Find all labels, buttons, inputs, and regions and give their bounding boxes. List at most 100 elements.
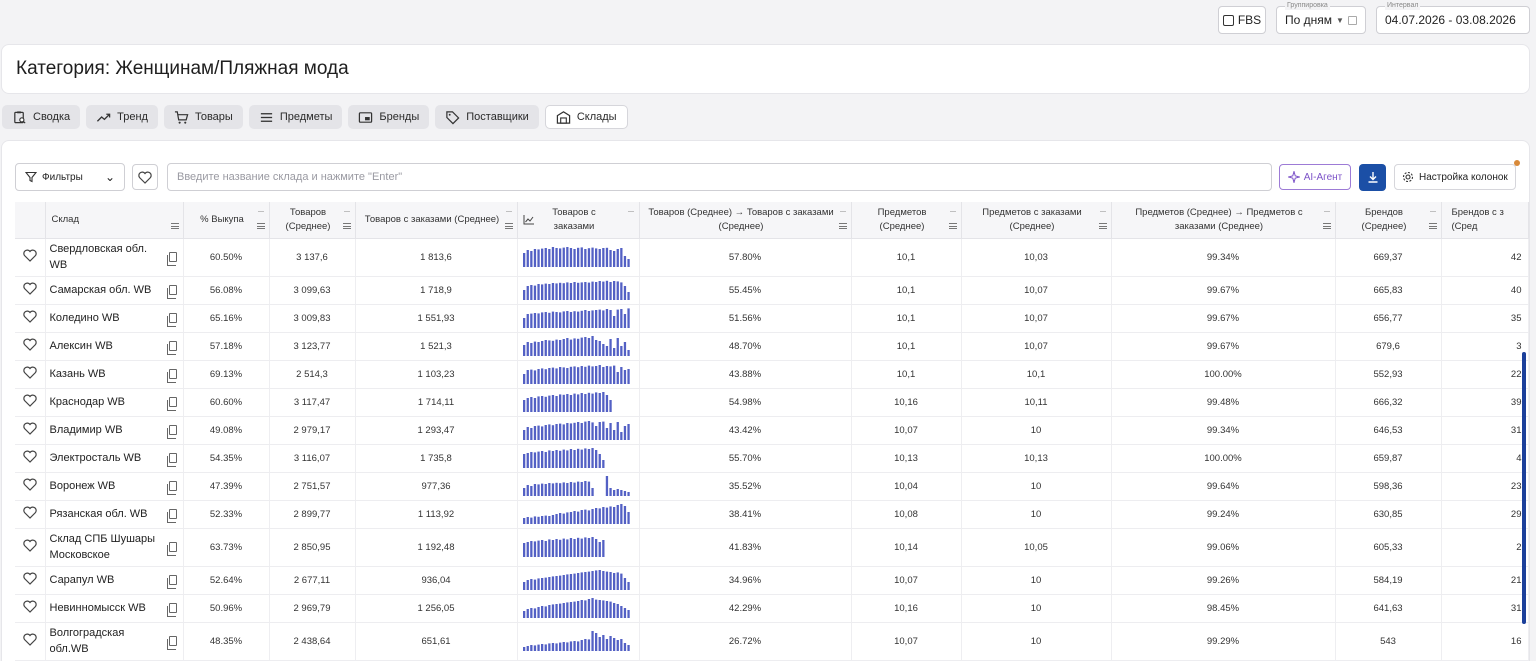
more-icon[interactable]: ··· [949,206,957,216]
favorite-cell[interactable] [15,622,46,661]
favorite-cell[interactable] [15,332,46,361]
more-icon[interactable]: ··· [1323,206,1331,216]
favorites-button[interactable] [132,164,158,190]
favorite-cell[interactable] [15,238,46,277]
tab-brands[interactable]: Бренды [348,105,430,129]
favorite-cell[interactable] [15,276,46,305]
table-row[interactable]: Свердловская обл. WB 60.50% 3 137,6 1 813,6… [15,238,1529,277]
warehouse-name-cell[interactable]: Краснодар WB [45,388,184,417]
copy-icon[interactable] [166,542,177,556]
warehouse-name-cell[interactable]: Самарская обл. WB [45,276,184,305]
warehouse-name-cell[interactable]: Склад СПБ Шушары Московское [45,528,184,567]
download-button[interactable] [1359,163,1386,191]
copy-icon[interactable] [166,481,177,495]
more-icon[interactable]: ··· [257,206,265,216]
favorite-cell[interactable] [15,566,46,595]
header-buyout[interactable]: % Выкупа ··· [183,202,270,239]
warehouse-name-cell[interactable]: Казань WB [45,360,184,389]
warehouse-name[interactable]: Самарская обл. WB [49,284,152,296]
tab-trend[interactable]: Тренд [86,105,158,129]
heart-icon[interactable] [23,310,37,323]
warehouse-name-cell[interactable]: Свердловская обл. WB [45,238,184,277]
favorite-cell[interactable] [15,388,46,417]
heart-icon[interactable] [23,394,37,407]
filters-button[interactable]: Фильтры ⌄ [15,163,125,191]
table-row[interactable]: Электросталь WB 54.35% 3 116,07 1 735,8 55.7… [15,444,1529,473]
more-icon[interactable]: ··· [839,206,847,216]
heart-icon[interactable] [23,338,37,351]
copy-icon[interactable] [166,313,177,327]
warehouse-name-cell[interactable]: Рязанская обл. WB [45,500,184,529]
copy-icon[interactable] [166,509,177,523]
table-row[interactable]: Склад СПБ Шушары Московское 63.73% 2 850,9… [15,528,1529,567]
warehouse-name[interactable]: Рязанская обл. WB [49,508,148,520]
heart-icon[interactable] [23,539,37,552]
column-menu-icon[interactable] [948,222,957,229]
warehouse-name-cell[interactable]: Невинномысск WB [45,594,184,623]
header-brands[interactable]: Брендов (Среднее) ··· [1335,202,1442,239]
copy-icon[interactable] [166,285,177,299]
warehouse-name[interactable]: Казань WB [49,368,106,380]
header-warehouse[interactable]: Склад [45,202,184,239]
copy-icon[interactable] [166,369,177,383]
column-menu-icon[interactable] [170,222,179,229]
fbs-checkbox[interactable]: FBS [1218,6,1266,34]
warehouse-name[interactable]: Алексин WB [49,340,113,352]
heart-icon[interactable] [23,249,37,262]
favorite-cell[interactable] [15,360,46,389]
column-settings-button[interactable]: Настройка колонок [1394,160,1520,190]
heart-icon[interactable] [23,422,37,435]
favorite-cell[interactable] [15,500,46,529]
heart-icon[interactable] [23,600,37,613]
favorite-cell[interactable] [15,472,46,501]
copy-icon[interactable] [166,425,177,439]
warehouse-name-cell[interactable]: Волгоградская обл.WB [45,622,184,661]
tab-suppliers[interactable]: Поставщики [435,105,539,129]
warehouse-name-cell[interactable]: Электросталь WB [45,444,184,473]
warehouse-name[interactable]: Воронеж WB [49,480,116,492]
copy-icon[interactable] [166,453,177,467]
warehouse-name[interactable]: Краснодар WB [49,396,126,408]
column-menu-icon[interactable] [256,222,265,229]
header-brands-orders[interactable]: Брендов с з (Сред [1441,202,1529,239]
column-menu-icon[interactable] [1098,222,1107,229]
warehouse-name[interactable]: Невинномысск WB [49,602,146,614]
warehouse-name[interactable]: Сарапул WB [49,574,115,586]
header-goods-orders-chart[interactable]: Товаров с заказами ··· [517,202,640,239]
table-row[interactable]: Сарапул WB 52.64% 2 677,11 936,04 34.96% 10,0… [15,566,1529,595]
tab-summary[interactable]: Сводка [2,105,81,129]
warehouse-name[interactable]: Владимир WB [49,424,123,436]
column-menu-icon[interactable] [1322,222,1331,229]
column-menu-icon[interactable] [342,222,351,229]
copy-icon[interactable] [166,575,177,589]
column-menu-icon[interactable] [838,222,847,229]
column-menu-icon[interactable] [1428,222,1437,229]
favorite-cell[interactable] [15,444,46,473]
table-row[interactable]: Невинномысск WB 50.96% 2 969,79 1 256,05 42.… [15,594,1529,623]
table-row[interactable]: Коледино WB 65.16% 3 009,83 1 551,93 51.56% 1… [15,304,1529,333]
header-goods[interactable]: Товаров (Среднее) ··· [269,202,356,239]
favorite-cell[interactable] [15,416,46,445]
more-icon[interactable]: ··· [627,206,635,216]
copy-icon[interactable] [166,341,177,355]
warehouse-name-cell[interactable]: Владимир WB [45,416,184,445]
tab-subjects[interactable]: Предметы [248,105,343,129]
heart-icon[interactable] [23,506,37,519]
more-icon[interactable]: ··· [1429,206,1437,216]
interval-field[interactable]: Интервал 04.07.2026 - 03.08.2026 [1376,1,1530,34]
table-row[interactable]: Воронеж WB 47.39% 2 751,57 977,36 35.52% 10,0… [15,472,1529,501]
header-goods-orders[interactable]: Товаров с заказами (Среднее) ··· [355,202,518,239]
heart-icon[interactable] [23,282,37,295]
tab-warehouses[interactable]: Склады [544,105,628,129]
header-goods-ratio[interactable]: Товаров (Среднее) → Товаров с заказами (… [639,202,852,239]
table-row[interactable]: Краснодар WB 60.60% 3 117,47 1 714,11 54.98%… [15,388,1529,417]
header-subjects[interactable]: Предметов (Среднее) ··· [851,202,962,239]
more-icon[interactable]: ··· [505,206,513,216]
more-icon[interactable]: ··· [343,206,351,216]
tab-goods[interactable]: Товары [163,105,243,129]
warehouse-name[interactable]: Свердловская обл. WB [49,243,148,271]
heart-icon[interactable] [23,633,37,646]
heart-icon[interactable] [23,478,37,491]
warehouse-name-cell[interactable]: Алексин WB [45,332,184,361]
warehouse-name[interactable]: Волгоградская обл.WB [49,627,125,655]
